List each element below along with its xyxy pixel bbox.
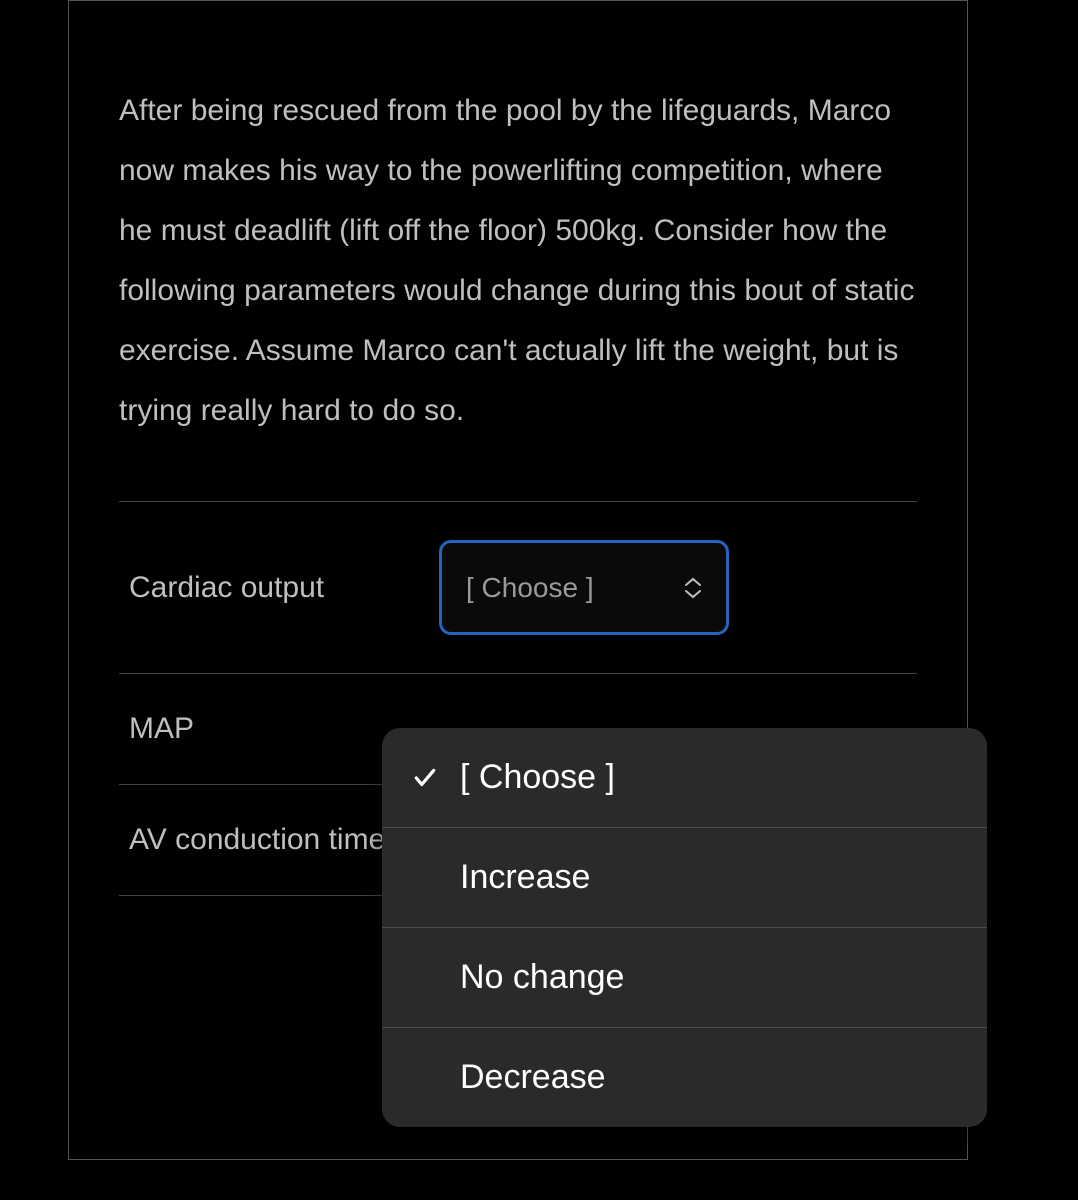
select-placeholder: [ Choose ] [466,572,594,604]
dropdown-option-label: Increase [460,858,590,897]
check-icon [412,765,460,791]
dropdown-option-choose[interactable]: [ Choose ] [382,728,987,828]
dropdown-option-increase[interactable]: Increase [382,828,987,928]
dropdown-option-label: [ Choose ] [460,758,615,797]
parameter-label: Cardiac output [129,571,439,605]
question-text: After being rescued from the pool by the… [119,81,917,441]
cardiac-output-select[interactable]: [ Choose ] [439,540,729,635]
chevron-updown-icon [684,577,702,599]
dropdown-option-label: Decrease [460,1058,606,1097]
dropdown-option-no-change[interactable]: No change [382,928,987,1028]
dropdown-option-decrease[interactable]: Decrease [382,1028,987,1127]
dropdown-option-label: No change [460,958,624,997]
parameter-row-cardiac-output: Cardiac output [ Choose ] [119,501,917,674]
dropdown-menu: [ Choose ] Increase No change Decrease [382,728,987,1127]
